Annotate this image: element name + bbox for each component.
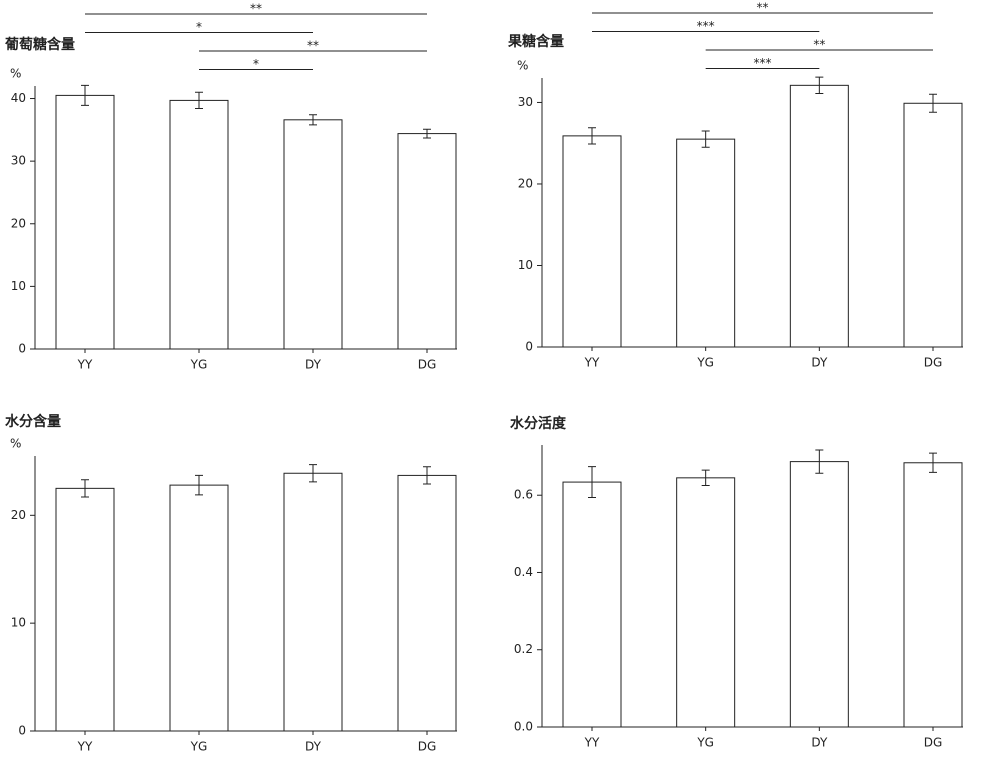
chart-title: 果糖含量 <box>507 33 564 50</box>
y-tick-label: 0.0 <box>514 720 533 734</box>
bar <box>169 99 229 350</box>
y-tick-label: 20 <box>11 216 26 230</box>
x-tick-label: DG <box>924 736 943 750</box>
y-unit-label: % <box>517 59 528 73</box>
y-tick-label: 0 <box>18 342 26 356</box>
x-tick-label: DY <box>811 356 828 370</box>
x-tick-label: DG <box>924 356 943 370</box>
y-tick-label: 0.2 <box>514 642 533 656</box>
y-unit-label: % <box>10 67 21 81</box>
bar <box>283 119 343 350</box>
significance-label: ** <box>757 1 769 15</box>
y-tick-label: 0 <box>18 724 26 738</box>
significance-label: ** <box>250 2 262 16</box>
error-bar <box>423 466 431 485</box>
y-tick-label: 20 <box>518 176 533 190</box>
error-bar <box>929 93 937 113</box>
bar <box>789 461 849 728</box>
x-tick-label: YG <box>696 356 714 370</box>
y-unit-label: % <box>10 437 21 451</box>
bar <box>562 481 622 728</box>
error-bar <box>195 474 203 496</box>
x-tick-label: YG <box>696 736 714 750</box>
x-tick-label: YY <box>77 740 93 754</box>
x-tick-label: YY <box>77 358 93 372</box>
error-bar <box>929 452 937 473</box>
bar <box>283 472 343 732</box>
significance-label: * <box>196 20 202 34</box>
y-tick-label: 0.4 <box>514 565 533 579</box>
x-tick-label: DY <box>305 358 322 372</box>
bar <box>903 462 963 728</box>
error-bar <box>701 469 710 487</box>
bar <box>397 474 457 732</box>
y-tick-label: 30 <box>518 95 533 109</box>
error-bar <box>81 84 89 106</box>
x-tick-label: DY <box>811 736 828 750</box>
significance-label: * <box>253 57 259 71</box>
bar <box>789 84 849 348</box>
error-bar <box>815 76 824 94</box>
chart-title: 水分活度 <box>510 415 567 432</box>
error-bar <box>701 130 710 148</box>
error-bar <box>815 449 824 474</box>
x-tick-label: DY <box>305 740 322 754</box>
error-bar <box>309 464 317 483</box>
x-tick-label: DG <box>418 358 437 372</box>
y-tick-label: 30 <box>11 154 26 168</box>
chart-title: 葡萄糖含量 <box>4 36 75 53</box>
error-bar <box>81 479 89 498</box>
chart-title: 水分含量 <box>5 413 61 430</box>
x-tick-label: YG <box>190 740 208 754</box>
significance-label: ** <box>813 38 825 52</box>
bar <box>562 135 622 348</box>
bar <box>903 102 963 348</box>
bar <box>676 138 736 348</box>
error-bar <box>588 127 596 145</box>
x-tick-label: YY <box>584 736 600 750</box>
y-tick-label: 10 <box>11 279 26 293</box>
y-tick-label: 40 <box>11 91 26 105</box>
x-tick-label: YG <box>190 358 208 372</box>
error-bar <box>195 91 203 110</box>
y-tick-label: 10 <box>11 616 26 630</box>
bar <box>676 477 736 728</box>
bar <box>55 487 115 732</box>
significance-label: ** <box>307 39 319 53</box>
y-tick-label: 20 <box>11 508 26 522</box>
x-tick-label: DG <box>418 740 437 754</box>
bar <box>55 94 115 350</box>
y-tick-label: 0.6 <box>514 488 533 502</box>
y-tick-label: 0 <box>525 340 533 354</box>
bar <box>169 484 229 732</box>
bar <box>397 133 457 350</box>
x-tick-label: YY <box>584 356 600 370</box>
error-bar <box>588 466 596 499</box>
significance-label: *** <box>754 56 772 70</box>
significance-label: *** <box>697 19 715 33</box>
error-bar <box>309 114 317 126</box>
error-bar <box>423 128 431 139</box>
y-tick-label: 10 <box>518 258 533 272</box>
